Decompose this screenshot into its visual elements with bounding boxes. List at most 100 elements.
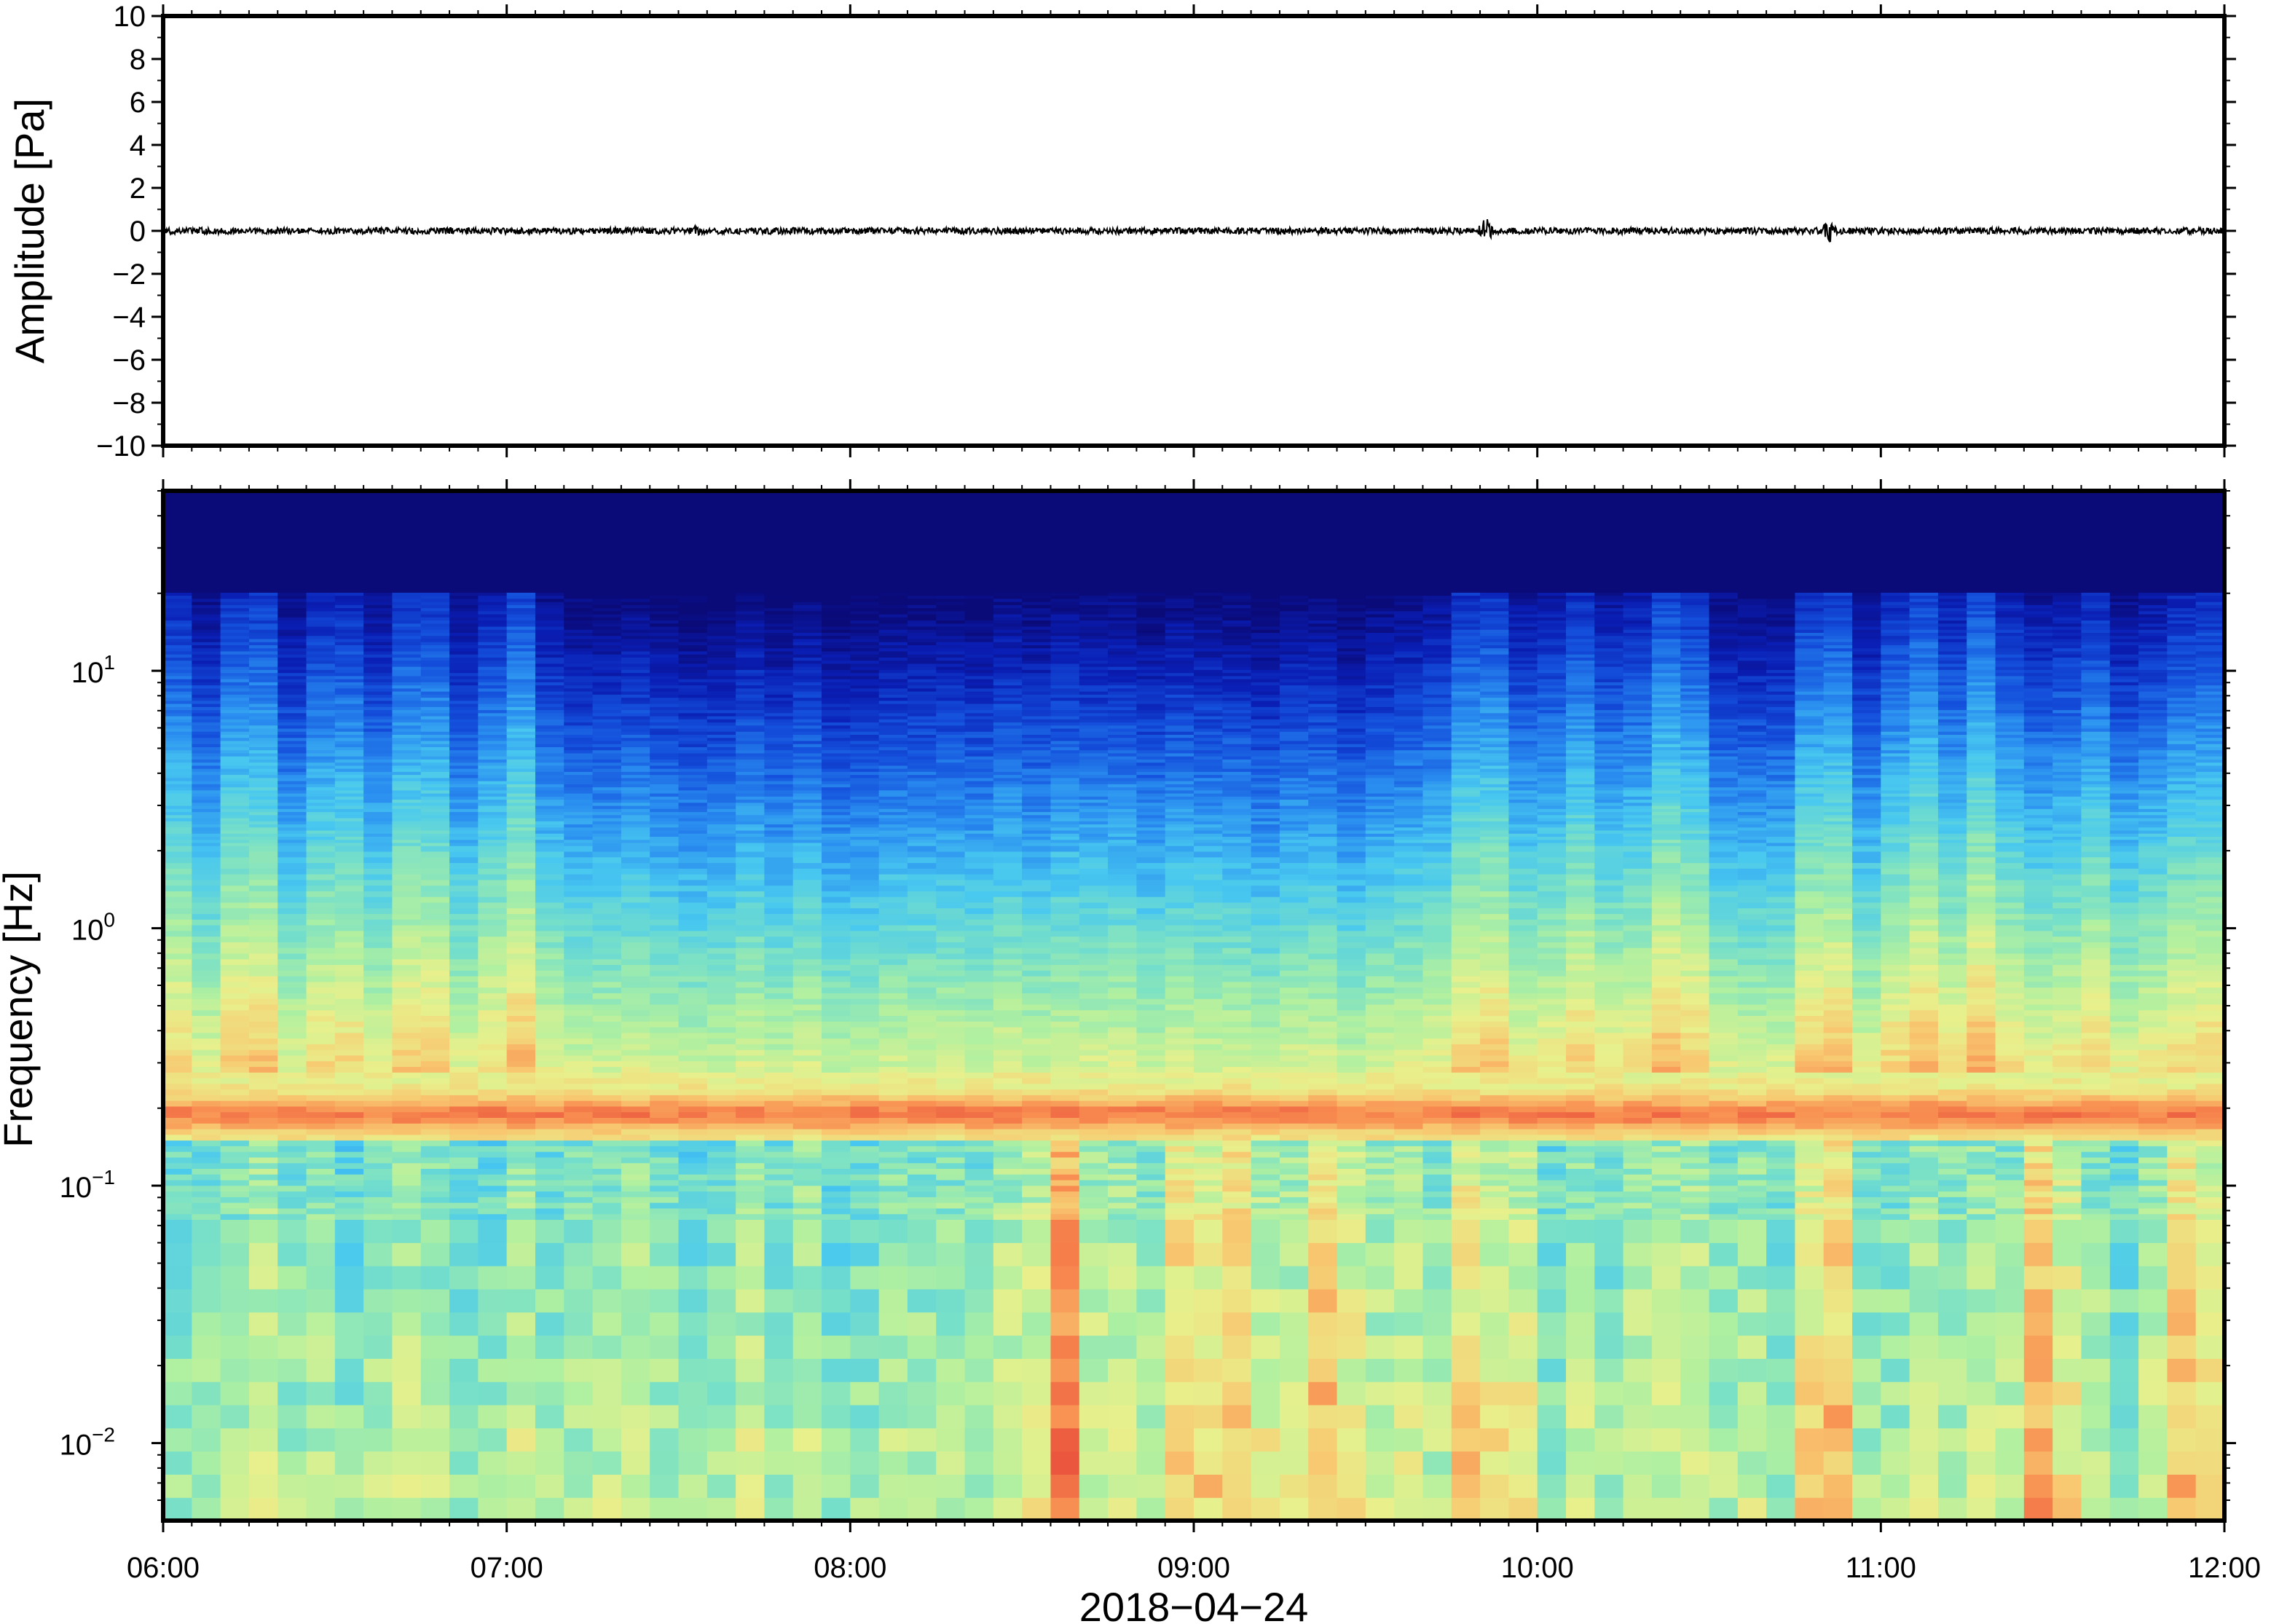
spectrogram-cell (822, 666, 851, 670)
spectrogram-cell (850, 833, 880, 837)
spectrogram-cell (678, 679, 708, 682)
spectrogram-cell (592, 647, 622, 652)
spectrogram-cell (248, 734, 278, 738)
spectrogram-cell (678, 728, 708, 732)
spectrogram-cell (334, 856, 364, 864)
spectrogram-cell (220, 756, 250, 760)
spectrogram-cell (163, 842, 192, 846)
spectrogram-cell (535, 524, 564, 528)
spectrogram-cell (392, 1015, 422, 1022)
spectrogram-cell (621, 709, 650, 714)
spectrogram-cell (764, 793, 794, 797)
spectrogram-cell (822, 679, 851, 682)
spectrogram-cell (363, 1049, 393, 1056)
spectrogram-cell (248, 700, 278, 704)
spectrogram-cell (650, 746, 680, 751)
spectrogram-cell (248, 787, 278, 791)
spectrogram-cell (621, 874, 650, 880)
spectrogram-cell (449, 505, 479, 510)
spectrogram-cell (678, 706, 708, 711)
spectrogram-cell (650, 660, 680, 664)
spectrogram-cell (850, 862, 880, 869)
spectrogram-cell (621, 521, 650, 525)
spectrogram-cell (764, 502, 794, 507)
spectrogram-cell (278, 805, 307, 809)
spectrogram-cell (163, 1288, 192, 1313)
spectrogram-cell (650, 654, 680, 658)
spectrogram-cell (792, 712, 822, 717)
spectrogram-cell (792, 842, 822, 846)
spectrogram-cell (478, 719, 508, 723)
spectrogram-cell (163, 868, 192, 875)
spectrogram-cell (822, 891, 851, 897)
spectrogram-cell (248, 756, 278, 760)
spectrogram-cell (163, 964, 192, 971)
spectrogram-cell (592, 805, 622, 809)
spectrogram-cell (822, 811, 851, 816)
spectrogram-cell (850, 781, 880, 784)
spectrogram-cell (650, 642, 680, 645)
spectrogram-cell (650, 811, 680, 816)
spectrogram-cell (220, 998, 250, 1005)
spectrogram-cell (192, 518, 221, 522)
spectrogram-cell (592, 685, 622, 689)
spectrogram-cell (334, 998, 364, 1005)
spectrogram-cell (822, 1288, 851, 1313)
spectrogram-cell (363, 1242, 393, 1266)
spectrogram-cell (392, 1083, 422, 1090)
spectrogram-cell (564, 669, 594, 674)
spectrogram-cell (535, 719, 564, 723)
spectrogram-cell (278, 552, 307, 556)
spectrogram-cell (736, 1140, 765, 1146)
spectrogram-cell (163, 1451, 192, 1475)
spectrogram-cell (278, 586, 307, 590)
spectrogram-cell (564, 530, 594, 535)
spectrogram-cell (278, 561, 307, 565)
spectrogram-cell (306, 1066, 336, 1073)
spectrogram-cell (792, 663, 822, 667)
spectrogram-cell (506, 1066, 536, 1073)
spectrogram-cell (822, 833, 851, 837)
spectrogram-cell (392, 879, 422, 886)
spectrogram-cell (449, 555, 479, 559)
spectrogram-cell (248, 896, 278, 903)
spectrogram-cell (850, 1117, 880, 1124)
spectrogram-cell (621, 577, 650, 580)
spectrogram-cell (678, 524, 708, 528)
spectrogram-cell (764, 787, 794, 791)
spectrogram-cell (363, 725, 393, 729)
spectrogram-cell (621, 1060, 650, 1068)
spectrogram-cell (822, 919, 851, 926)
spectrogram-cell (792, 1095, 822, 1101)
spectrogram-cell (792, 1055, 822, 1062)
spectrogram-cell (392, 687, 422, 692)
spectrogram-cell (478, 919, 508, 926)
spectrogram-cell (248, 829, 278, 834)
spectrogram-cell (278, 583, 307, 587)
spectrogram-cell (535, 749, 564, 754)
spectrogram-cell (192, 942, 221, 948)
spectrogram-cell (678, 1066, 708, 1073)
spectrogram-cell (822, 706, 851, 711)
spectrogram-cell (535, 722, 564, 726)
spectrogram-cell (650, 583, 680, 587)
spectrogram-cell (564, 1089, 594, 1095)
spectrogram-cell (621, 762, 650, 766)
spectrogram-cell (850, 811, 880, 816)
spectrogram-cell (850, 1156, 880, 1164)
spectrogram-cell (736, 555, 765, 559)
spectrogram-cell (334, 817, 364, 821)
spectrogram-cell (220, 685, 250, 689)
spectrogram-cell (621, 725, 650, 729)
spectrogram-cell (564, 567, 594, 572)
spectrogram-cell (736, 1146, 765, 1152)
spectrogram-cell (192, 1134, 221, 1141)
spectrogram-cell (678, 1162, 708, 1170)
spectrogram-cell (535, 515, 564, 519)
spectrogram-cell (707, 981, 736, 988)
spectrogram-cell (278, 833, 307, 837)
spectrogram-cell (792, 731, 822, 736)
spectrogram-cell (449, 722, 479, 726)
spectrogram-cell (822, 592, 851, 596)
spectrogram-cell (163, 856, 192, 864)
